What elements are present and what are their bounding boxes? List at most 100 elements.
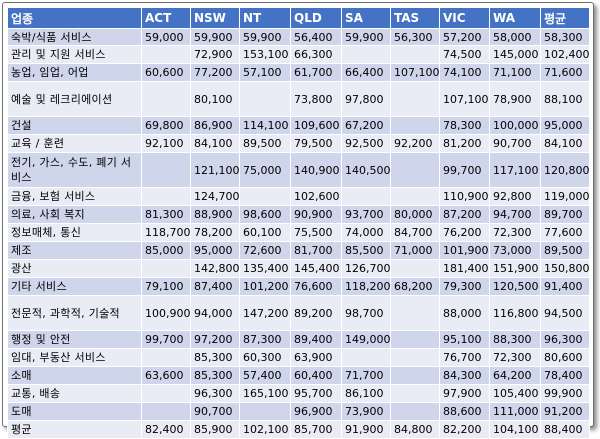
salary-cell: 84,100 xyxy=(540,134,590,153)
industry-cell: 관리 및 지원 서비스 xyxy=(7,45,142,64)
salary-cell: 149,000 xyxy=(341,330,391,349)
column-header: 업종 xyxy=(7,7,142,29)
industry-cell: 전문적, 과학적, 기술적 xyxy=(7,295,142,331)
salary-cell: 98,700 xyxy=(341,295,391,331)
salary-cell xyxy=(141,259,191,278)
salary-cell: 82,400 xyxy=(141,420,191,439)
salary-cell xyxy=(390,295,440,331)
salary-cell: 78,900 xyxy=(489,81,541,117)
salary-cell: 95,000 xyxy=(190,241,240,260)
salary-cell xyxy=(141,384,191,403)
salary-cell: 60,600 xyxy=(141,63,191,82)
salary-cell: 121,100 xyxy=(190,152,240,188)
salary-cell xyxy=(390,81,440,117)
salary-cell xyxy=(141,402,191,421)
salary-cell: 79,300 xyxy=(439,277,490,296)
salary-cell: 87,300 xyxy=(239,330,291,349)
salary-cell: 99,700 xyxy=(439,152,490,188)
salary-cell: 99,900 xyxy=(540,384,590,403)
salary-cell: 85,000 xyxy=(141,241,191,260)
salary-cell: 124,700 xyxy=(190,187,240,206)
salary-cell: 116,800 xyxy=(489,295,541,331)
salary-cell: 120,500 xyxy=(489,277,541,296)
salary-cell: 72,600 xyxy=(239,241,291,260)
column-header: SA xyxy=(341,7,391,29)
salary-cell: 96,300 xyxy=(190,384,240,403)
salary-cell: 59,900 xyxy=(190,28,240,46)
salary-cell: 85,500 xyxy=(341,241,391,260)
column-header: TAS xyxy=(390,7,440,29)
salary-cell: 90,700 xyxy=(489,134,541,153)
industry-cell: 평균 xyxy=(7,420,142,439)
column-header: NT xyxy=(239,7,291,29)
salary-cell xyxy=(390,366,440,385)
header-row: 업종 ACT NSW NT QLD SA TAS VIC WA 평균 xyxy=(7,7,590,29)
industry-cell: 숙박/식품 서비스 xyxy=(7,28,142,46)
salary-cell: 69,800 xyxy=(141,116,191,135)
salary-cell: 140,900 xyxy=(290,152,342,188)
salary-cell xyxy=(390,330,440,349)
salary-cell: 93,700 xyxy=(341,205,391,224)
salary-cell: 95,700 xyxy=(290,384,342,403)
table-row: 전문적, 과학적, 기술적 100,900 94,000 147,200 89,200 9… xyxy=(7,295,590,331)
salary-cell: 81,300 xyxy=(141,205,191,224)
salary-cell xyxy=(141,81,191,117)
salary-cell: 89,500 xyxy=(239,134,291,153)
industry-cell: 소매 xyxy=(7,366,142,385)
salary-cell: 71,000 xyxy=(390,241,440,260)
salary-table: 업종 ACT NSW NT QLD SA TAS VIC WA 평균 숙박/식품… xyxy=(7,7,590,439)
salary-cell: 60,300 xyxy=(239,348,291,367)
industry-cell: 의료, 사회 복지 xyxy=(7,205,142,224)
salary-cell: 73,000 xyxy=(489,241,541,260)
salary-cell: 87,200 xyxy=(439,205,490,224)
salary-cell: 85,300 xyxy=(190,366,240,385)
industry-cell: 행정 및 안전 xyxy=(7,330,142,349)
salary-cell: 92,800 xyxy=(489,187,541,206)
salary-cell: 102,600 xyxy=(290,187,342,206)
salary-cell: 88,300 xyxy=(489,330,541,349)
industry-cell: 금융, 보험 서비스 xyxy=(7,187,142,206)
salary-cell: 97,900 xyxy=(439,384,490,403)
salary-cell: 95,000 xyxy=(540,116,590,135)
salary-cell: 79,500 xyxy=(290,134,342,153)
salary-cell: 145,400 xyxy=(290,259,342,278)
salary-cell: 101,200 xyxy=(239,277,291,296)
salary-cell: 57,100 xyxy=(239,63,291,82)
table-row: 전기, 가스, 수도, 폐기 서비스 121,100 75,000 140,900 14… xyxy=(7,152,590,188)
table-row: 금융, 보험 서비스 124,700 102,600 110,900 92,800 119… xyxy=(7,187,590,206)
salary-cell: 74,100 xyxy=(439,63,490,82)
column-header: QLD xyxy=(290,7,342,29)
table-row: 기타 서비스 79,100 87,400 101,200 76,600 118,200 68… xyxy=(7,277,590,296)
salary-cell: 76,700 xyxy=(439,348,490,367)
salary-cell: 110,900 xyxy=(439,187,490,206)
salary-cell: 111,000 xyxy=(489,402,541,421)
salary-cell xyxy=(141,187,191,206)
salary-cell: 56,300 xyxy=(390,28,440,46)
salary-cell: 63,900 xyxy=(290,348,342,367)
salary-cell: 74,500 xyxy=(439,45,490,64)
salary-cell xyxy=(390,45,440,64)
salary-cell: 118,700 xyxy=(141,223,191,242)
salary-cell: 77,600 xyxy=(540,223,590,242)
table-row: 숙박/식품 서비스 59,000 59,900 59,900 56,400 59,900 5… xyxy=(7,28,590,46)
salary-cell: 61,700 xyxy=(290,63,342,82)
salary-cell: 66,300 xyxy=(290,45,342,64)
column-header: VIC xyxy=(439,7,490,29)
salary-cell: 126,700 xyxy=(341,259,391,278)
salary-cell: 86,100 xyxy=(341,384,391,403)
salary-cell: 73,800 xyxy=(290,81,342,117)
salary-cell: 60,400 xyxy=(290,366,342,385)
salary-cell xyxy=(390,348,440,367)
salary-cell: 102,400 xyxy=(540,45,590,64)
salary-cell xyxy=(239,81,291,117)
salary-cell: 84,300 xyxy=(439,366,490,385)
salary-cell: 104,100 xyxy=(489,420,541,439)
salary-cell: 92,100 xyxy=(141,134,191,153)
salary-cell: 57,200 xyxy=(439,28,490,46)
salary-cell: 118,200 xyxy=(341,277,391,296)
salary-cell xyxy=(390,116,440,135)
salary-cell: 105,400 xyxy=(489,384,541,403)
salary-cell: 85,900 xyxy=(190,420,240,439)
salary-cell: 58,000 xyxy=(489,28,541,46)
